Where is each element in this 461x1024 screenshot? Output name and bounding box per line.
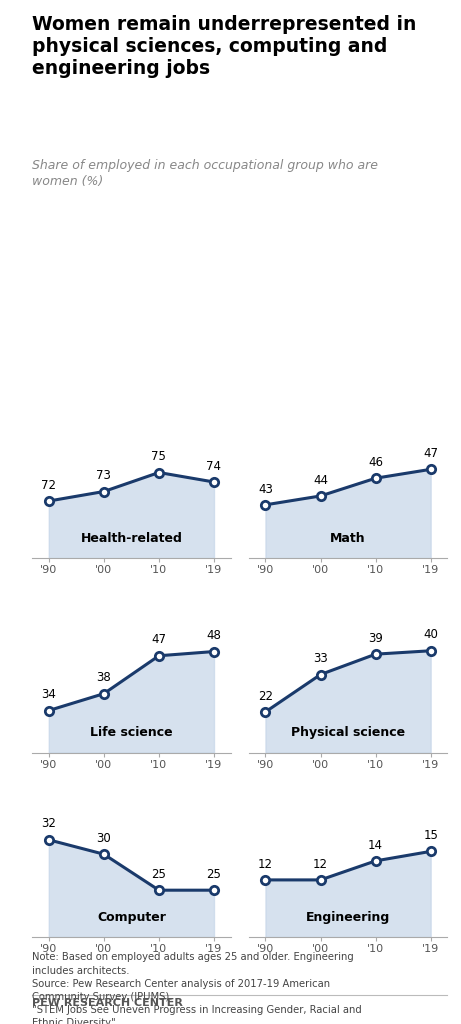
Text: 43: 43	[258, 482, 273, 496]
Text: Women remain underrepresented in
physical sciences, computing and
engineering jo: Women remain underrepresented in physica…	[32, 15, 417, 79]
Text: Computer: Computer	[97, 910, 166, 924]
Text: 47: 47	[151, 634, 166, 646]
Text: 40: 40	[423, 629, 438, 641]
Text: 74: 74	[207, 460, 221, 473]
Text: 34: 34	[41, 688, 56, 701]
Text: 46: 46	[368, 456, 383, 469]
Text: 15: 15	[423, 829, 438, 842]
Text: 25: 25	[207, 868, 221, 881]
Text: Note: Based on employed adults ages 25 and older. Engineering
includes architect: Note: Based on employed adults ages 25 a…	[32, 952, 362, 1024]
Text: 48: 48	[207, 629, 221, 642]
Text: 32: 32	[41, 817, 56, 830]
Text: 39: 39	[368, 632, 383, 645]
Text: 12: 12	[258, 857, 273, 870]
Text: 30: 30	[96, 831, 111, 845]
Text: 73: 73	[96, 469, 111, 482]
Text: 75: 75	[152, 451, 166, 463]
Text: Health-related: Health-related	[81, 531, 182, 545]
Text: Share of employed in each occupational group who are
women (%): Share of employed in each occupational g…	[32, 159, 378, 187]
Text: 38: 38	[96, 672, 111, 684]
Text: 47: 47	[423, 447, 438, 460]
Text: 44: 44	[313, 474, 328, 486]
Text: Life science: Life science	[90, 726, 173, 739]
Text: Physical science: Physical science	[291, 726, 405, 739]
Text: Math: Math	[330, 531, 366, 545]
Text: 72: 72	[41, 478, 56, 492]
Text: 33: 33	[313, 652, 328, 666]
Text: 14: 14	[368, 839, 383, 852]
Text: 12: 12	[313, 857, 328, 870]
Text: Engineering: Engineering	[306, 910, 390, 924]
Text: 22: 22	[258, 689, 273, 702]
Text: 25: 25	[152, 868, 166, 881]
Text: PEW RESEARCH CENTER: PEW RESEARCH CENTER	[32, 998, 183, 1009]
